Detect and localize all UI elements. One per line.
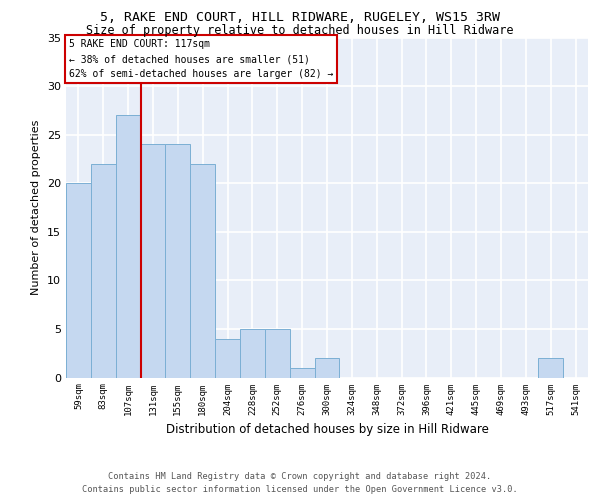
Bar: [166, 144, 190, 378]
Bar: [314, 358, 340, 378]
Bar: [140, 144, 166, 378]
Bar: [240, 329, 265, 378]
Text: Size of property relative to detached houses in Hill Ridware: Size of property relative to detached ho…: [86, 24, 514, 37]
Text: 5 RAKE END COURT: 117sqm
← 38% of detached houses are smaller (51)
62% of semi-d: 5 RAKE END COURT: 117sqm ← 38% of detach…: [68, 39, 333, 79]
Bar: [66, 183, 91, 378]
X-axis label: Distribution of detached houses by size in Hill Ridware: Distribution of detached houses by size …: [166, 423, 488, 436]
Bar: [215, 338, 240, 378]
Bar: [538, 358, 563, 378]
Bar: [290, 368, 314, 378]
Bar: [116, 115, 140, 378]
Y-axis label: Number of detached properties: Number of detached properties: [31, 120, 41, 295]
Bar: [190, 164, 215, 378]
Bar: [265, 329, 290, 378]
Text: Contains HM Land Registry data © Crown copyright and database right 2024.
Contai: Contains HM Land Registry data © Crown c…: [82, 472, 518, 494]
Text: 5, RAKE END COURT, HILL RIDWARE, RUGELEY, WS15 3RW: 5, RAKE END COURT, HILL RIDWARE, RUGELEY…: [100, 11, 500, 24]
Bar: [91, 164, 116, 378]
